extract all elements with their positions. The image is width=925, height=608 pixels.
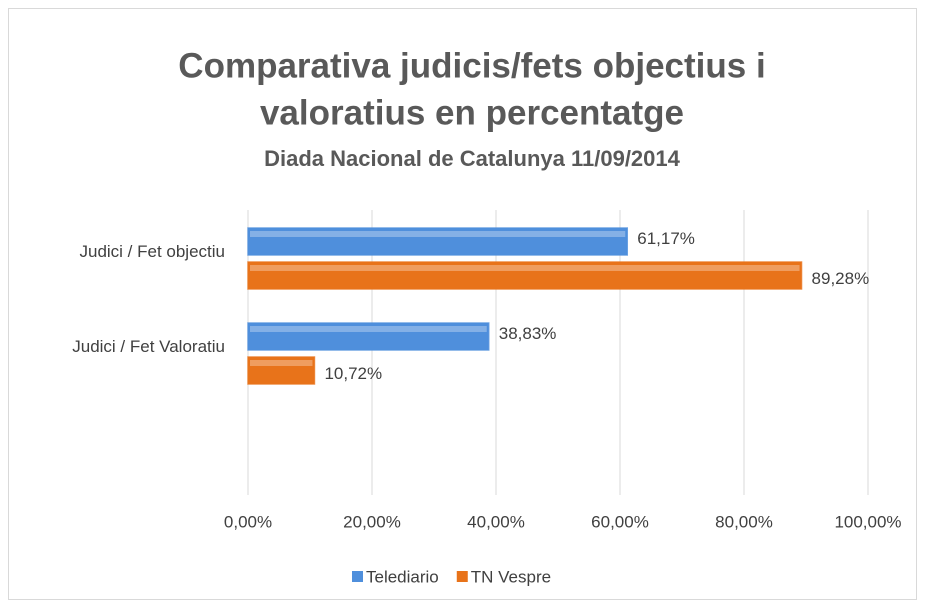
data-label: 89,28% (812, 269, 870, 288)
data-label: 38,83% (499, 324, 557, 343)
x-tick-label: 80,00% (715, 512, 773, 531)
data-label: 10,72% (324, 364, 382, 383)
bar-highlight (250, 265, 800, 271)
bar-highlight (250, 360, 313, 366)
bar (247, 261, 803, 290)
x-tick-label: 40,00% (467, 512, 525, 531)
bar (247, 322, 490, 351)
legend-swatch (456, 571, 468, 582)
x-tick-label: 0,00% (224, 512, 272, 531)
bar (247, 356, 316, 385)
bar (247, 227, 629, 256)
legend-label: TN Vespre (471, 567, 551, 586)
legend-label: Telediario (366, 567, 439, 586)
chart-title: Comparativa judicis/fets objectius i (178, 46, 765, 85)
data-label: 61,17% (637, 229, 695, 248)
x-tick-label: 60,00% (591, 512, 649, 531)
y-tick-label: Judici / Fet Valoratiu (72, 337, 225, 356)
x-tick-label: 20,00% (343, 512, 401, 531)
bar-highlight (250, 231, 626, 237)
bar-highlight (250, 326, 487, 332)
x-tick-label: 100,00% (834, 512, 901, 531)
chart-title: valoratius en percentatge (260, 93, 684, 132)
chart-border (8, 8, 917, 600)
chart-subtitle: Diada Nacional de Catalunya 11/09/2014 (264, 146, 681, 171)
y-tick-label: Judici / Fet objectiu (79, 242, 225, 261)
legend-swatch (352, 571, 363, 582)
